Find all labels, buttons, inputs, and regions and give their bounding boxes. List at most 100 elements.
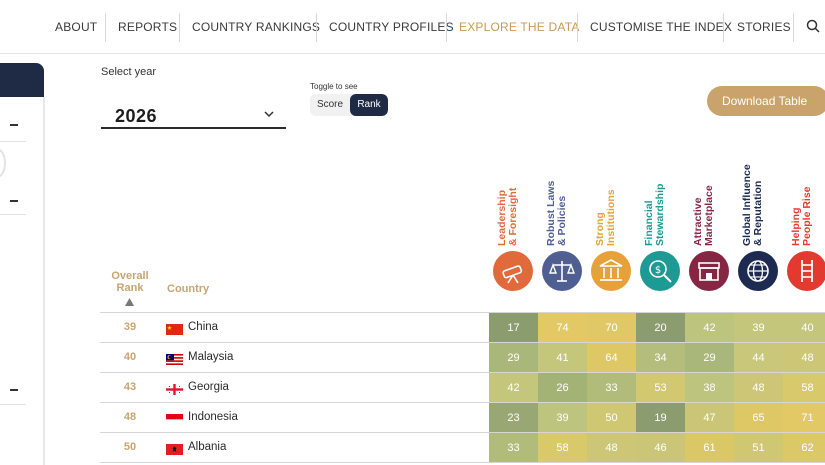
collapse-icon[interactable] — [10, 389, 18, 391]
chevron-down-icon — [264, 111, 274, 118]
overall-rank-value: 43 — [123, 381, 137, 393]
search-icon[interactable] — [806, 19, 820, 33]
nav-divider — [723, 13, 724, 42]
nav-customise-the-index[interactable]: CUSTOMISE THE INDEX — [590, 20, 733, 34]
china-flag-icon — [166, 322, 183, 335]
score-rank-toggle[interactable]: Score Rank — [310, 94, 388, 116]
table-row[interactable]: 50 Albania 33 58 48 46 61 51 62 — [100, 432, 825, 463]
pillar-rank-cell: 61 — [685, 433, 734, 463]
overall-rank-value: 40 — [123, 351, 137, 363]
pillar-rank-cell: 48 — [783, 343, 825, 373]
nav-country-profiles[interactable]: COUNTRY PROFILES — [329, 20, 454, 34]
nav-about[interactable]: ABOUT — [55, 20, 98, 34]
pillar-rank-cell: 39 — [734, 313, 783, 343]
pillar-rank-cell: 51 — [734, 433, 783, 463]
pillar-rank-cell: 29 — [685, 343, 734, 373]
pillar-rank-cell: 53 — [636, 373, 685, 403]
pillar-header[interactable]: Robust Laws & Policies — [538, 150, 586, 250]
pillar-rank-cell: 26 — [538, 373, 587, 403]
nav-divider — [316, 13, 317, 42]
nav-divider — [793, 13, 794, 42]
sidebar-toggle-knob[interactable] — [0, 148, 6, 178]
pillar-rank-cell: 33 — [489, 433, 538, 463]
pillar-rank-cell: 65 — [734, 403, 783, 433]
country-name[interactable]: Indonesia — [188, 411, 238, 423]
pillar-rank-cell: 42 — [685, 313, 734, 343]
sidebar-active-tab[interactable] — [0, 63, 44, 97]
pillar-label-line2: & Policies — [556, 195, 568, 246]
overall-rank-header[interactable]: Overall Rank — [111, 270, 149, 294]
download-table-button[interactable]: Download Table — [707, 86, 825, 116]
pillar-rank-cell: 71 — [783, 403, 825, 433]
pillar-label: Helping People Rise — [790, 186, 813, 246]
sidebar-border — [43, 97, 45, 465]
year-select[interactable]: 2026 — [101, 100, 286, 129]
nav-reports[interactable]: REPORTS — [118, 20, 178, 34]
money-search-icon: $ — [640, 251, 680, 291]
pillar-rank-cell: 23 — [489, 403, 538, 433]
year-value: 2026 — [115, 106, 158, 126]
collapse-icon[interactable] — [10, 124, 18, 126]
sidebar-divider — [0, 214, 26, 215]
sidebar-divider — [0, 404, 26, 405]
pillar-rank-cell: 48 — [587, 433, 636, 463]
nav-country-rankings[interactable]: COUNTRY RANKINGS — [192, 20, 321, 34]
top-navigation: ABOUT REPORTS COUNTRY RANKINGS COUNTRY P… — [0, 0, 825, 54]
pillar-rank-cell: 62 — [783, 433, 825, 463]
building-icon — [591, 251, 631, 291]
table-row[interactable]: 48 Indonesia 23 39 50 19 47 65 71 — [100, 402, 825, 433]
overall-rank-value: 39 — [123, 321, 137, 333]
pillar-rank-cell: 39 — [538, 403, 587, 433]
pillar-rank-cell: 58 — [538, 433, 587, 463]
pillar-header[interactable]: Helping People Rise — [783, 150, 825, 250]
pillar-label: Financial Stewardship — [643, 183, 666, 246]
table-row[interactable]: 40 Malaysia 29 41 64 34 29 44 48 — [100, 342, 825, 373]
nav-divider — [105, 13, 106, 42]
pillar-header[interactable]: Leadership & Foresight — [489, 150, 537, 250]
pillar-label-line2: People Rise — [801, 186, 813, 246]
pillar-rank-cell: 48 — [734, 373, 783, 403]
pillar-rank-cell: 46 — [636, 433, 685, 463]
sort-ascending-icon[interactable] — [125, 298, 134, 306]
toggle-score-option[interactable]: Score — [316, 99, 344, 110]
table-row[interactable]: 39 China 17 74 70 20 42 39 40 — [100, 312, 825, 343]
nav-divider — [577, 13, 578, 42]
pillar-header[interactable]: Global Influence & Reputation — [734, 150, 782, 250]
country-name[interactable]: China — [188, 321, 219, 333]
telescope-icon — [493, 251, 533, 291]
pillar-rank-cell: 44 — [734, 343, 783, 373]
table-bottom-border — [100, 462, 825, 463]
pillar-header[interactable]: Attractive Marketplace — [685, 150, 733, 250]
pillar-header[interactable]: Strong Institutions — [587, 150, 635, 250]
malaysia-flag-icon — [166, 352, 183, 365]
pillar-rank-cell: 50 — [587, 403, 636, 433]
toggle-rank-option[interactable]: Rank — [350, 94, 388, 116]
georgia-flag-icon — [166, 382, 183, 395]
collapse-icon[interactable] — [10, 200, 18, 202]
pillar-rank-cell: 33 — [587, 373, 636, 403]
sidebar-divider — [0, 141, 26, 142]
pillar-rank-cell: 34 — [636, 343, 685, 373]
country-name[interactable]: Malaysia — [188, 351, 234, 363]
pillar-rank-cell: 29 — [489, 343, 538, 373]
country-header[interactable]: Country — [167, 283, 210, 295]
indonesia-flag-icon — [165, 412, 184, 426]
pillar-label-line2: Institutions — [605, 189, 617, 246]
toggle-hint: Toggle to see — [310, 82, 358, 91]
pillar-header[interactable]: Financial Stewardship — [636, 150, 684, 250]
pillar-label-line2: & Foresight — [507, 187, 519, 246]
table-row[interactable]: 43 Georgia 42 26 33 53 38 48 58 — [100, 372, 825, 403]
albania-flag-icon — [166, 442, 183, 455]
overall-rank-value: 50 — [123, 441, 137, 453]
nav-stories[interactable]: STORIES — [737, 20, 791, 34]
svg-text:$: $ — [655, 265, 661, 276]
pillar-label-line2: Stewardship — [654, 183, 666, 246]
nav-explore-the-data[interactable]: EXPLORE THE DATA — [459, 20, 580, 34]
country-name[interactable]: Albania — [188, 441, 227, 453]
year-label: Select year — [101, 66, 157, 78]
pillar-rank-cell: 17 — [489, 313, 538, 343]
scales-icon — [542, 251, 582, 291]
overall-rank-value: 48 — [123, 411, 137, 423]
country-name[interactable]: Georgia — [188, 381, 229, 393]
